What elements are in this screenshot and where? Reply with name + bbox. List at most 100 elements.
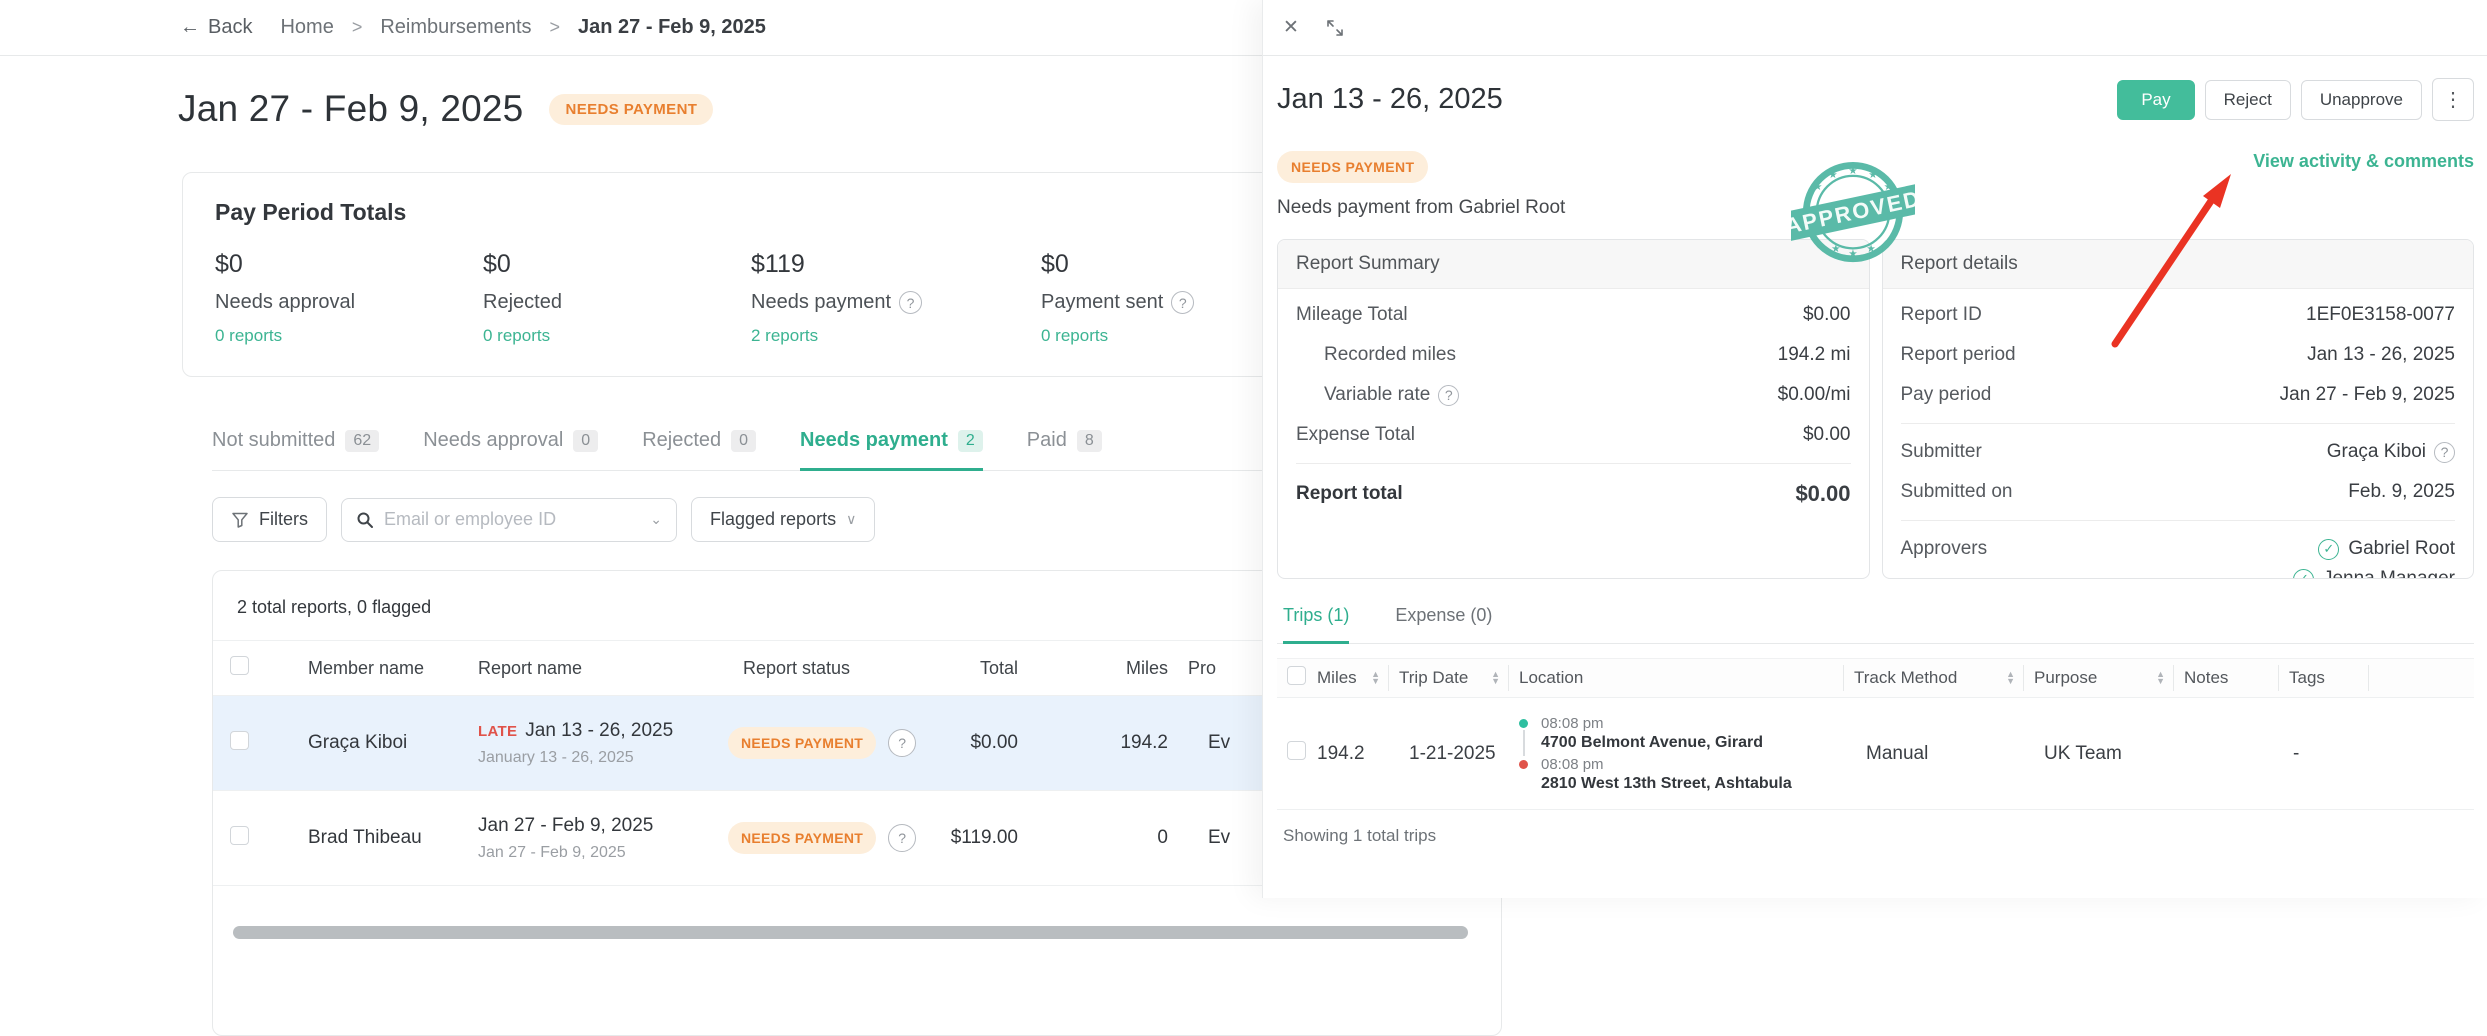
trip-checkbox[interactable] [1287, 741, 1306, 760]
stat-amount: $0 [483, 250, 751, 279]
trip-tags: - [2289, 743, 2379, 765]
row-value: $0.00 [1803, 304, 1851, 326]
sort-icon[interactable]: ▲▼ [1491, 671, 1500, 685]
details-row-pay-period: Pay period Jan 27 - Feb 9, 2025 [1901, 375, 2456, 415]
close-icon[interactable]: ✕ [1283, 16, 1299, 39]
row-checkbox[interactable] [230, 826, 249, 845]
trip-expense-tabs: Trips (1) Expense (0) [1277, 605, 2474, 644]
expand-icon[interactable] [1325, 18, 1345, 38]
drawer-status-badge: NEEDS PAYMENT [1277, 151, 1428, 183]
breadcrumb: ← Back Home > Reimbursements > Jan 27 - … [180, 16, 766, 39]
tab-label: Needs approval [423, 429, 563, 452]
row-checkbox[interactable] [230, 731, 249, 750]
sort-icon[interactable]: ▲▼ [2156, 671, 2165, 685]
stat-needs-payment: $119 Needs payment ? 2 reports [751, 250, 1041, 346]
breadcrumb-reimbursements[interactable]: Reimbursements [380, 16, 531, 39]
tab-not-submitted[interactable]: Not submitted 62 [212, 429, 379, 471]
chevron-down-icon[interactable]: ⌄ [650, 511, 662, 528]
check-circle-icon: ✓ [2293, 569, 2314, 580]
breadcrumb-home[interactable]: Home [280, 16, 333, 39]
help-icon[interactable]: ? [1171, 291, 1194, 314]
row-value: 194.2 mi [1778, 344, 1851, 366]
row-label: Report total [1296, 483, 1403, 505]
filters-button[interactable]: Filters [212, 497, 327, 542]
horizontal-scrollbar[interactable] [233, 926, 1468, 939]
row-value: Graça Kiboi [2327, 441, 2426, 463]
help-icon[interactable]: ? [2434, 442, 2455, 463]
chevron-right-icon: > [550, 17, 561, 38]
tab-paid[interactable]: Paid 8 [1027, 429, 1102, 471]
trip-location: 08:08 pm 4700 Belmont Avenue, Girard 08:… [1519, 715, 1854, 793]
help-icon[interactable]: ? [1438, 385, 1459, 406]
summary-row-recorded-miles: Recorded miles 194.2 mi [1296, 335, 1851, 375]
back-link[interactable]: ← Back [180, 16, 252, 39]
flagged-reports-label: Flagged reports [710, 509, 836, 530]
chevron-down-icon: ∨ [846, 511, 856, 528]
sort-icon[interactable]: ▲▼ [1371, 671, 1380, 685]
column-header-member: Member name [273, 658, 463, 679]
row-label: Report ID [1901, 304, 1982, 326]
stat-reports-link[interactable]: 0 reports [1041, 326, 1108, 346]
view-activity-link[interactable]: View activity & comments [2253, 151, 2474, 172]
breadcrumb-current: Jan 27 - Feb 9, 2025 [578, 16, 766, 39]
row-value: $0.00/mi [1778, 384, 1851, 406]
select-all-trips-checkbox[interactable] [1287, 666, 1306, 685]
row-label: Recorded miles [1296, 344, 1456, 366]
trip-row[interactable]: 194.2 1-21-2025 08:08 pm 4700 Belmont Av… [1277, 698, 2474, 810]
sort-icon[interactable]: ▲▼ [2006, 671, 2015, 685]
row-value: Feb. 9, 2025 [2348, 481, 2455, 503]
help-icon[interactable]: ? [899, 291, 922, 314]
expand-arrows-icon [1325, 18, 1345, 38]
details-row-report-period: Report period Jan 13 - 26, 2025 [1901, 335, 2456, 375]
member-search: ⌄ [341, 498, 677, 542]
summary-row-report-total: Report total $0.00 [1296, 472, 1851, 516]
search-input[interactable] [384, 509, 640, 530]
row-label: Approvers [1901, 538, 1988, 579]
stat-reports-link[interactable]: 0 reports [215, 326, 282, 346]
column-header-trip-date: Trip Date [1399, 668, 1468, 688]
late-badge: LATE [478, 723, 517, 740]
column-header-notes: Notes [2184, 668, 2228, 688]
row-label: Submitter [1901, 441, 1982, 463]
approver-name: Gabriel Root [2348, 538, 2455, 560]
report-summary-box: Report Summary Mileage Total $0.00 Recor… [1277, 239, 1870, 579]
column-header-miles: Miles [1023, 658, 1173, 679]
stat-reports-link[interactable]: 2 reports [751, 326, 818, 346]
unapprove-button[interactable]: Unapprove [2301, 80, 2422, 120]
filters-label: Filters [259, 509, 308, 530]
row-label: Variable rate [1324, 384, 1430, 406]
report-detail-drawer: ✕ Jan 13 - 26, 2025 Pay Reject Unapprove… [1262, 0, 2487, 898]
tab-expense[interactable]: Expense (0) [1395, 605, 1492, 644]
tab-rejected[interactable]: Rejected 0 [642, 429, 756, 471]
row-label: Expense Total [1296, 424, 1415, 446]
trip-end-address: 2810 West 13th Street, Ashtabula [1541, 775, 1854, 793]
funnel-icon [231, 511, 249, 529]
approver-item: ✓ Jenna Manager [2293, 568, 2455, 579]
stat-label: Rejected [483, 291, 562, 314]
kebab-menu-button[interactable]: ⋮ [2432, 78, 2474, 121]
row-label: Report period [1901, 344, 2016, 366]
tab-needs-payment[interactable]: Needs payment 2 [800, 429, 983, 471]
reject-button[interactable]: Reject [2205, 80, 2291, 120]
report-details-box: Report details Report ID 1EF0E3158-0077 … [1882, 239, 2475, 579]
row-label: Mileage Total [1296, 304, 1408, 326]
select-all-checkbox[interactable] [230, 656, 249, 675]
report-miles: 194.2 [1023, 732, 1173, 754]
pay-button[interactable]: Pay [2117, 80, 2194, 120]
column-header-report-name: Report name [463, 658, 703, 679]
details-row-submitter: Submitter Graça Kiboi ? [1901, 432, 2456, 472]
page-status-badge: NEEDS PAYMENT [549, 94, 713, 125]
stat-amount: $119 [751, 250, 1041, 279]
trips-footer: Showing 1 total trips [1277, 826, 2474, 846]
tab-label: Paid [1027, 429, 1067, 452]
report-subtitle: January 13 - 26, 2025 [478, 749, 703, 767]
stat-amount: $0 [215, 250, 483, 279]
tab-needs-approval[interactable]: Needs approval 0 [423, 429, 598, 471]
stat-reports-link[interactable]: 0 reports [483, 326, 550, 346]
column-header-tags: Tags [2289, 668, 2325, 688]
flagged-reports-dropdown[interactable]: Flagged reports ∨ [691, 497, 875, 542]
stat-label: Needs approval [215, 291, 355, 314]
trip-end-dot-icon [1519, 760, 1528, 769]
tab-trips[interactable]: Trips (1) [1283, 605, 1349, 644]
summary-row-expense-total: Expense Total $0.00 [1296, 415, 1851, 455]
